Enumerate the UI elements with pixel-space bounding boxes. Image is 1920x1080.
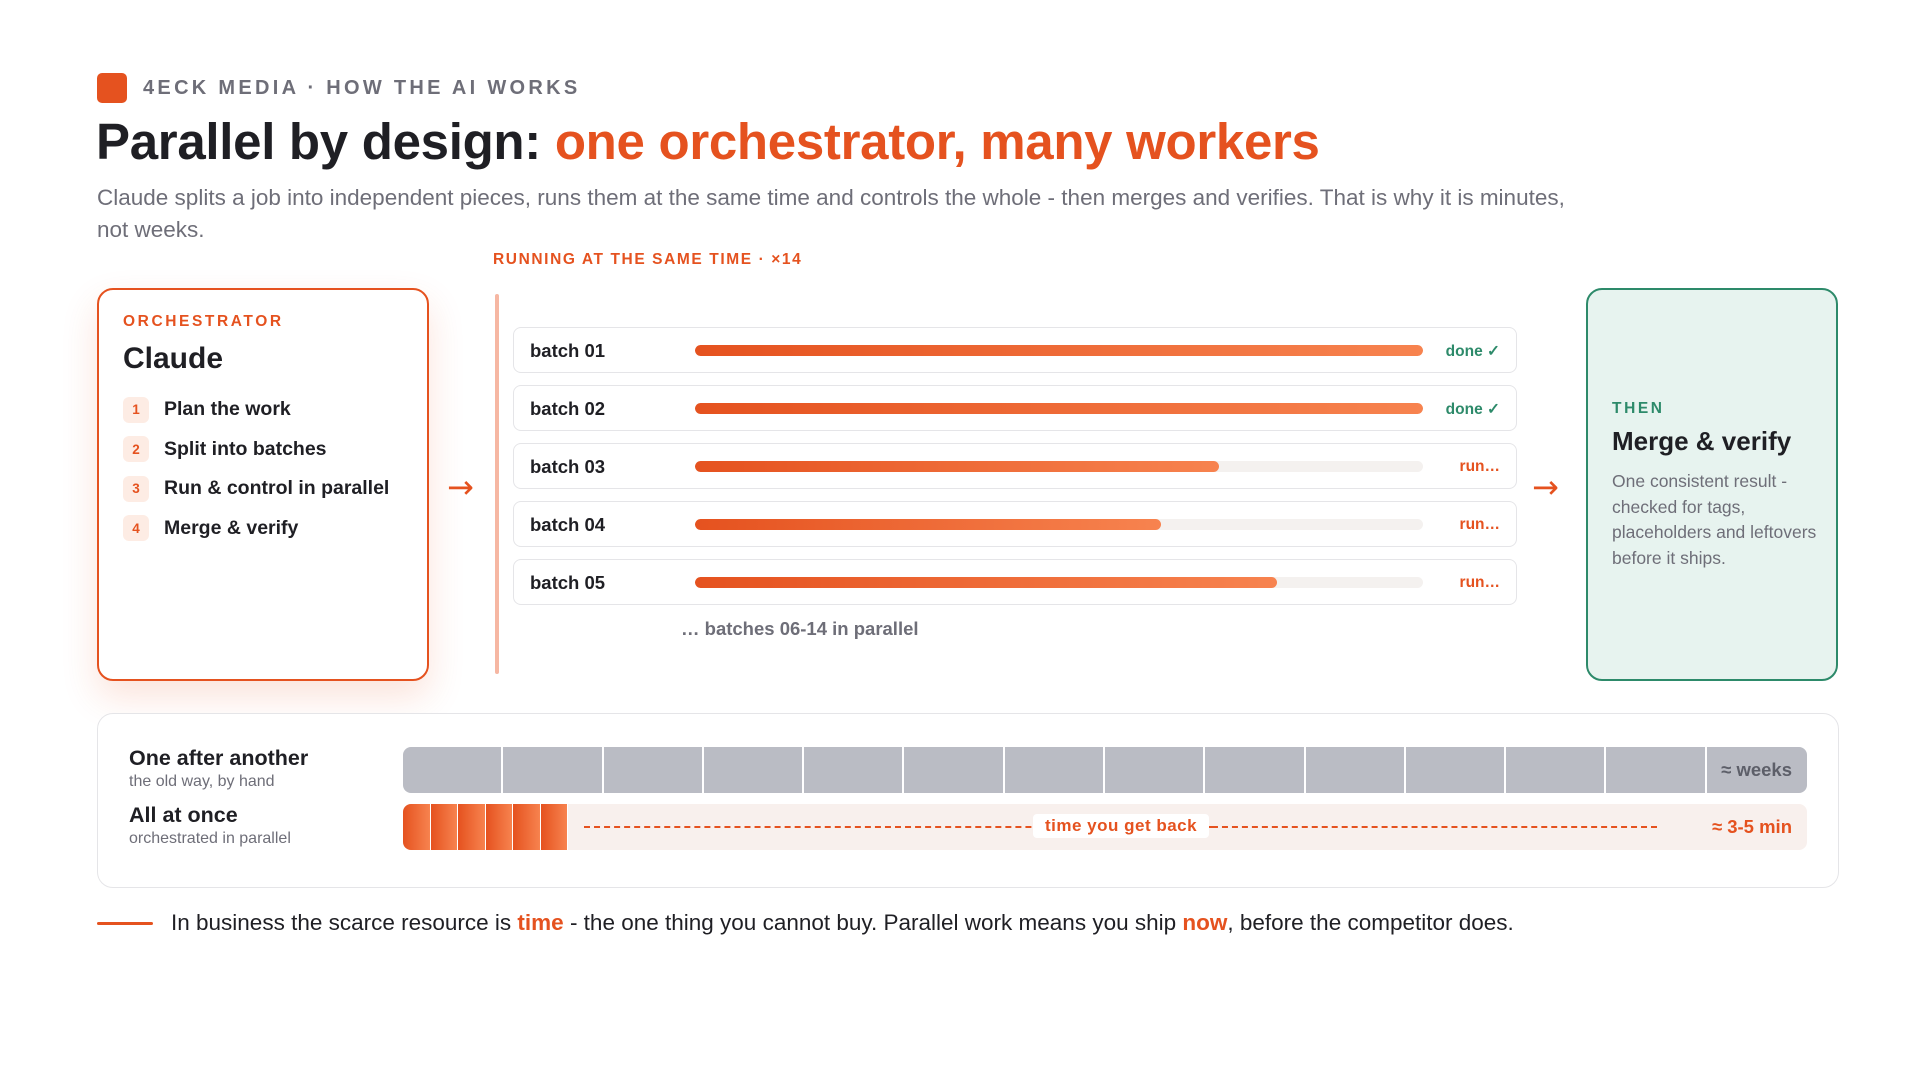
sequential-result: ≈ weeks [1721, 759, 1792, 780]
sequential-segment [604, 747, 704, 793]
sequential-title: One after another [129, 746, 309, 770]
parallel-segment [430, 804, 458, 850]
title-prefix: Parallel by design: [96, 113, 555, 170]
sequential-segment [804, 747, 905, 793]
page-title: Parallel by design: one orchestrator, ma… [96, 112, 1320, 171]
merge-description: One consistent result - checked for tags… [1612, 471, 1817, 568]
batch-name: batch 03 [530, 456, 606, 477]
sequential-segment [904, 747, 1005, 793]
title-accent: one orchestrator, many workers [554, 113, 1320, 170]
sequential-segment [1406, 747, 1507, 793]
parallel-segment [485, 804, 513, 850]
sequential-segment [403, 747, 504, 793]
batch-progress-fill [695, 461, 1220, 472]
batch-name: batch 05 [530, 572, 606, 593]
footer-note: In business the scarce resource is time … [97, 910, 1514, 936]
page-subtitle: Claude splits a job into independent pie… [97, 185, 1565, 242]
batch-status: run… [1459, 458, 1500, 475]
step-item: 2 Split into batches [123, 430, 389, 470]
merge-title: Merge & verify [1612, 426, 1792, 456]
dashed-line [1202, 826, 1657, 828]
parallel-result: ≈ 3-5 min [1711, 816, 1792, 837]
sequential-segment [1205, 747, 1306, 793]
brand-logo [97, 73, 127, 103]
parallel-subtitle: orchestrated in parallel [129, 830, 291, 847]
sequential-segment [1005, 747, 1105, 793]
sequential-label: One after another the old way, by hand [129, 746, 308, 791]
sequential-segment [503, 747, 604, 793]
sequential-segment [1105, 747, 1206, 793]
parallel-timeline: time you get back ≈ 3-5 min [403, 804, 1807, 850]
sequential-segment [704, 747, 805, 793]
batch-status: done ✓ [1445, 401, 1500, 418]
parallel-segment [458, 804, 486, 850]
parallel-segment [540, 804, 568, 850]
batch-status: run… [1459, 516, 1500, 533]
step-number: 4 [123, 515, 149, 542]
footer-part: In business the scarce resource is [171, 910, 518, 935]
parallel-title: All at once [129, 803, 238, 827]
more-batches-note: … batches 06-14 in parallel [681, 618, 919, 639]
comparison-panel: One after another the old way, by hand ≈… [97, 713, 1839, 888]
batch-row: batch 01 done ✓ [513, 327, 1517, 373]
sequential-segment [1606, 747, 1707, 793]
step-item: 3 Run & control in parallel [123, 469, 389, 509]
batch-progress-fill [695, 577, 1278, 588]
step-number: 3 [123, 475, 149, 502]
step-label: Plan the work [164, 398, 291, 421]
batch-progress-fill [695, 345, 1423, 356]
step-number: 1 [123, 396, 149, 423]
time-saved-label: time you get back [1033, 814, 1210, 838]
batch-row: batch 04 run… [513, 501, 1517, 547]
sequential-segment [1506, 747, 1607, 793]
footer-part: - the one thing you cannot buy. Parallel… [563, 910, 1183, 935]
brand: 4ECK MEDIA · HOW THE AI WORKS [97, 73, 581, 103]
sequential-timeline: ≈ weeks [403, 747, 1807, 793]
brand-text: 4ECK MEDIA · HOW THE AI WORKS [143, 76, 581, 99]
batch-name: batch 04 [530, 514, 606, 535]
batch-progress-track [695, 519, 1423, 530]
parallel-label: All at once orchestrated in parallel [129, 803, 291, 848]
sequential-segment [1306, 747, 1406, 793]
step-label: Merge & verify [164, 516, 299, 539]
dashed-line [584, 826, 1212, 828]
step-label: Split into batches [164, 437, 327, 460]
parallel-segment [403, 804, 431, 850]
batch-name: batch 01 [530, 340, 606, 361]
batch-progress-fill [695, 403, 1423, 414]
footer-text: In business the scarce resource is time … [171, 910, 1514, 936]
step-number: 2 [123, 436, 149, 463]
orchestrator-kicker: ORCHESTRATOR [123, 313, 284, 330]
orchestrator-card: ORCHESTRATOR Claude 1 Plan the work 2 Sp… [97, 288, 429, 681]
merge-kicker: THEN [1612, 400, 1665, 417]
step-item: 1 Plan the work [123, 390, 389, 430]
orchestrator-name: Claude [123, 342, 224, 375]
sequential-subtitle: the old way, by hand [129, 773, 275, 790]
footer-highlight: now [1182, 910, 1228, 935]
merge-card: THEN Merge & verify One consistent resul… [1586, 288, 1838, 681]
arrow-right-icon: → [447, 468, 474, 506]
footer-rule [97, 921, 153, 925]
batch-name: batch 02 [530, 398, 606, 419]
orchestrator-steps: 1 Plan the work 2 Split into batches 3 R… [123, 390, 389, 548]
batch-row: batch 05 run… [513, 559, 1517, 605]
batch-progress-track [695, 461, 1423, 472]
batch-progress-fill [695, 519, 1161, 530]
batch-status: done ✓ [1445, 343, 1500, 360]
footer-part: , before the competitor does. [1227, 910, 1514, 935]
step-label: Run & control in parallel [164, 477, 390, 500]
arrow-right-icon: → [1532, 468, 1559, 506]
batch-row: batch 03 run… [513, 443, 1517, 489]
workers-label: RUNNING AT THE SAME TIME · ×14 [493, 251, 803, 268]
footer-highlight: time [517, 910, 564, 935]
batch-progress-track [695, 577, 1423, 588]
batch-progress-track [695, 403, 1423, 414]
batch-progress-track [695, 345, 1423, 356]
batch-row: batch 02 done ✓ [513, 385, 1517, 431]
parallel-segment [513, 804, 541, 850]
step-item: 4 Merge & verify [123, 509, 389, 549]
parallel-divider [495, 294, 499, 674]
batch-status: run… [1459, 574, 1500, 591]
